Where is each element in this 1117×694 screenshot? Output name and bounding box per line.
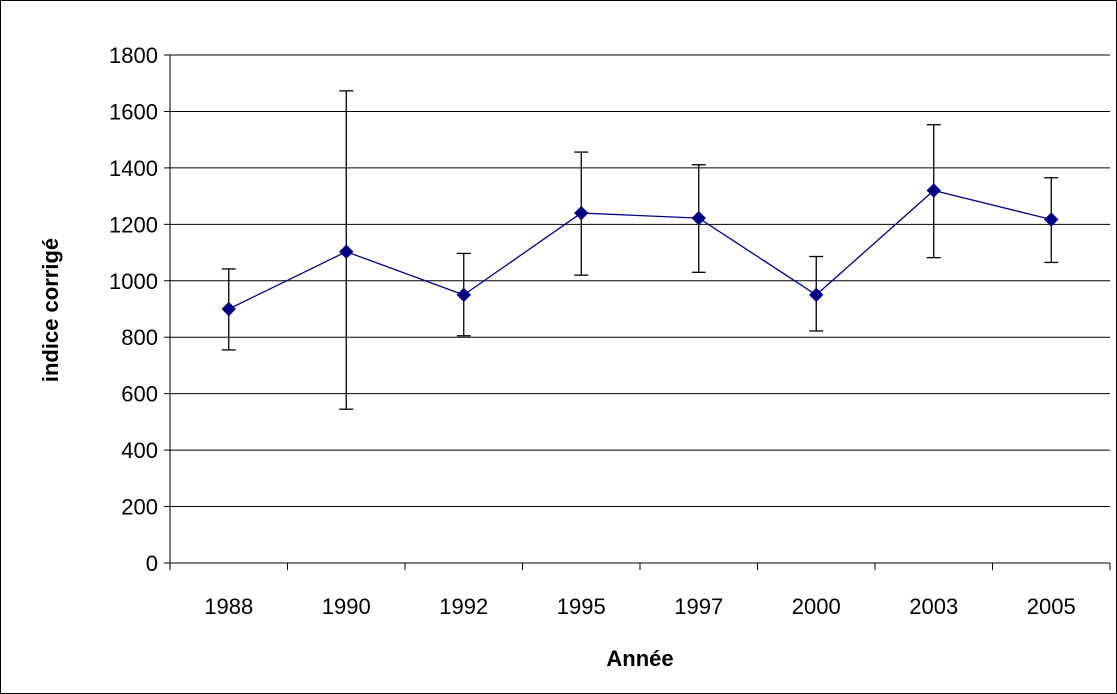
x-axis-title: Année xyxy=(606,646,673,671)
y-tick-label: 1600 xyxy=(109,99,158,124)
series-polyline xyxy=(228,189,1052,310)
data-point xyxy=(456,287,471,303)
data-point xyxy=(221,301,236,317)
data-point xyxy=(691,210,706,226)
data-points xyxy=(221,183,1059,317)
y-tick-label: 1200 xyxy=(109,212,158,237)
data-point xyxy=(339,244,354,259)
x-tick-label: 1992 xyxy=(439,594,488,619)
data-point xyxy=(926,183,941,198)
series-line xyxy=(228,189,1052,310)
y-tick-label: 400 xyxy=(121,438,158,463)
x-tick-label: 2000 xyxy=(792,594,841,619)
y-tick-label: 200 xyxy=(121,495,158,520)
data-point xyxy=(1044,212,1059,227)
x-tick-label: 2005 xyxy=(1027,594,1076,619)
gridlines xyxy=(170,54,1110,508)
y-tick-label: 1000 xyxy=(109,269,158,294)
axes xyxy=(164,54,1111,570)
data-point xyxy=(574,205,589,221)
x-tick-label: 1990 xyxy=(322,594,371,619)
y-tick-label: 1800 xyxy=(109,43,158,68)
x-tick-label: 2003 xyxy=(909,594,958,619)
x-tick-label: 1995 xyxy=(557,594,606,619)
x-tick-labels: 1988 1990 1992 1995 1997 2000 2003 2005 xyxy=(204,594,1075,619)
y-tick-label: 600 xyxy=(121,382,158,407)
y-tick-labels: 0 200 400 600 800 1000 1200 1400 1600 1800 xyxy=(109,43,158,576)
x-tick-label: 1997 xyxy=(674,594,723,619)
y-tick-label: 800 xyxy=(121,325,158,350)
x-tick-label: 1988 xyxy=(204,594,253,619)
y-tick-label: 1400 xyxy=(109,156,158,181)
y-tick-label: 0 xyxy=(146,551,158,576)
y-axis-title: indice corrigé xyxy=(38,238,63,382)
data-point xyxy=(809,287,824,303)
